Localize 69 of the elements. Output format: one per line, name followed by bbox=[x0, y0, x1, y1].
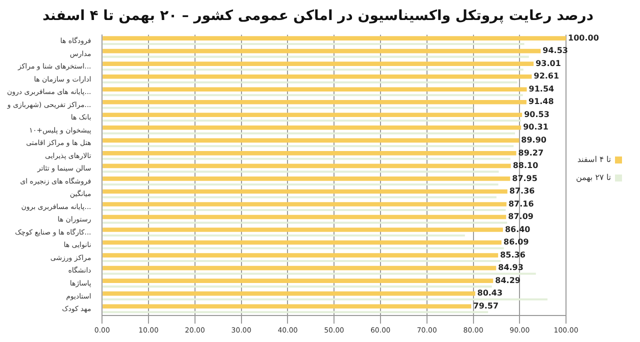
bar bbox=[102, 214, 506, 220]
bar bbox=[102, 253, 498, 258]
bar bbox=[102, 291, 476, 296]
data-label: 79.57 bbox=[473, 301, 499, 310]
bar bbox=[102, 138, 520, 143]
bar bbox=[102, 228, 503, 232]
bar bbox=[102, 170, 499, 173]
bar bbox=[102, 164, 511, 168]
data-label: 89.90 bbox=[521, 135, 547, 144]
bar bbox=[102, 81, 518, 84]
bar bbox=[102, 196, 496, 198]
data-label: 92.61 bbox=[534, 72, 560, 81]
bar bbox=[102, 176, 510, 181]
bar bbox=[102, 120, 522, 122]
data-label: 87.95 bbox=[512, 174, 538, 183]
legend-label: تا ۴ اسفند bbox=[577, 155, 611, 164]
bar bbox=[102, 183, 498, 186]
bar bbox=[102, 298, 548, 300]
bar bbox=[102, 145, 514, 148]
bar bbox=[102, 62, 534, 66]
bar bbox=[102, 43, 524, 46]
data-label: 87.09 bbox=[508, 212, 534, 222]
bar bbox=[102, 56, 529, 58]
data-label: 93.01 bbox=[536, 58, 562, 68]
bar bbox=[102, 100, 527, 104]
data-label: 84.93 bbox=[498, 263, 524, 272]
data-label: 90.31 bbox=[523, 122, 549, 132]
data-label: 94.53 bbox=[542, 46, 568, 56]
bar bbox=[102, 247, 504, 250]
bar bbox=[102, 126, 522, 130]
bar bbox=[102, 234, 465, 237]
bar bbox=[102, 36, 566, 40]
data-label: 88.10 bbox=[512, 161, 539, 170]
bar bbox=[102, 272, 536, 275]
bar bbox=[102, 158, 510, 160]
bar bbox=[102, 48, 541, 54]
data-label: 87.36 bbox=[509, 186, 536, 196]
bar bbox=[102, 202, 506, 206]
bar bbox=[102, 87, 527, 92]
bar bbox=[102, 260, 501, 262]
bar bbox=[102, 151, 516, 156]
bar bbox=[102, 94, 523, 96]
data-label: 80.43 bbox=[477, 288, 503, 298]
bar bbox=[102, 68, 524, 71]
bar bbox=[102, 304, 472, 308]
bar bbox=[102, 311, 488, 314]
bar bbox=[102, 208, 506, 211]
data-label: 90.53 bbox=[524, 110, 550, 119]
bar bbox=[102, 222, 508, 224]
chart-title: درصد رعایت پروتکل واکسیناسیون در اماکن عمومی کشور – ۲۰ بهمن تا ۴ اسفند bbox=[42, 8, 594, 24]
data-label: 91.54 bbox=[528, 84, 555, 94]
bar bbox=[102, 132, 515, 134]
data-label: 91.48 bbox=[528, 97, 554, 106]
data-label: 87.16 bbox=[508, 199, 534, 208]
bar bbox=[102, 240, 502, 245]
data-label: 84.29 bbox=[495, 276, 521, 285]
bar bbox=[102, 266, 496, 270]
data-label: 89.27 bbox=[518, 148, 544, 158]
bar bbox=[102, 106, 474, 109]
bar bbox=[102, 112, 522, 118]
bar bbox=[102, 189, 508, 194]
legend-label: تا ۲۷ بهمن bbox=[576, 173, 611, 182]
data-label: 85.36 bbox=[500, 250, 526, 260]
bar bbox=[102, 74, 532, 79]
data-label: 86.40 bbox=[504, 224, 531, 234]
data-label: 100.00 bbox=[568, 33, 600, 42]
data-label: 86.09 bbox=[504, 238, 530, 247]
bar bbox=[102, 278, 494, 283]
bar bbox=[102, 286, 492, 288]
